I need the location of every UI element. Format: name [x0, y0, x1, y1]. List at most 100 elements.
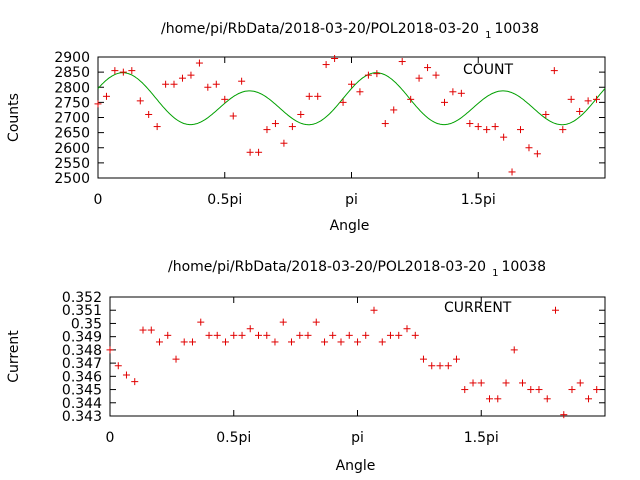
x-tick-label: 0.5pi	[207, 192, 242, 208]
data-point	[322, 61, 330, 69]
data-point	[576, 107, 584, 115]
data-point	[345, 331, 353, 339]
data-point	[415, 74, 423, 82]
data-point	[424, 64, 432, 72]
data-point	[111, 67, 119, 75]
data-point	[576, 379, 584, 387]
data-point	[153, 123, 161, 131]
data-point	[178, 74, 186, 82]
data-point	[314, 92, 322, 100]
data-point	[567, 95, 575, 103]
legend-label: CURRENT	[444, 300, 512, 316]
data-point	[535, 386, 543, 394]
data-point	[312, 318, 320, 326]
data-point	[386, 331, 394, 339]
data-point	[584, 97, 592, 105]
data-point	[542, 110, 550, 118]
y-axis-label: Counts	[6, 93, 22, 142]
y-tick-label: 0.345	[62, 383, 102, 399]
data-point	[440, 98, 448, 106]
data-point	[390, 106, 398, 114]
data-point	[444, 362, 452, 370]
data-point	[364, 71, 372, 79]
y-tick-label: 0.352	[62, 290, 102, 306]
data-point	[466, 120, 474, 128]
data-point	[238, 77, 246, 85]
data-point	[94, 100, 102, 108]
data-point	[348, 80, 356, 88]
x-tick-label: 1.5pi	[464, 430, 499, 446]
data-point	[533, 150, 541, 158]
data-point	[428, 362, 436, 370]
y-tick-label: 0.35	[71, 316, 102, 332]
data-point	[491, 123, 499, 131]
data-point	[568, 386, 576, 394]
y-tick-label: 0.349	[62, 330, 102, 346]
x-tick-label: 1.5pi	[461, 192, 496, 208]
data-point	[517, 126, 524, 134]
data-point	[271, 120, 279, 128]
data-point	[362, 331, 370, 339]
data-point	[304, 331, 312, 339]
y-tick-label: 2500	[54, 171, 90, 187]
data-point	[356, 88, 364, 96]
data-point	[136, 97, 144, 105]
chart-1: /home/pi/RbData/2018-03-20/POL2018-03-20…	[6, 21, 606, 234]
y-tick-label: 2600	[54, 141, 90, 157]
data-point	[238, 331, 246, 339]
data-point	[485, 395, 493, 403]
data-point	[221, 338, 229, 346]
y-tick-label: 0.346	[62, 369, 102, 385]
data-point	[559, 126, 567, 134]
data-point	[221, 95, 229, 103]
y-tick-label: 2800	[54, 80, 90, 96]
data-point	[337, 338, 345, 346]
y-tick-label: 2900	[54, 50, 90, 66]
data-point	[494, 395, 502, 403]
legend-label: COUNT	[463, 62, 514, 78]
y-tick-label: 0.347	[62, 356, 102, 372]
data-point	[297, 110, 305, 118]
data-point	[162, 80, 170, 88]
data-point	[378, 338, 386, 346]
data-point	[403, 325, 411, 333]
data-point	[432, 71, 440, 79]
data-point	[205, 331, 213, 339]
data-point	[550, 67, 558, 75]
data-point	[131, 378, 139, 386]
y-tick-label: 0.351	[62, 303, 102, 319]
x-tick-label: 0.5pi	[216, 430, 251, 446]
data-point	[263, 126, 271, 134]
data-point	[370, 306, 378, 314]
x-axis-label: Angle	[336, 458, 376, 474]
data-point	[280, 139, 288, 147]
data-point	[263, 331, 271, 339]
data-point	[411, 331, 419, 339]
data-point	[381, 120, 389, 128]
data-point	[560, 411, 568, 419]
data-point	[477, 379, 485, 387]
data-point	[469, 379, 477, 387]
data-point	[122, 371, 130, 379]
y-tick-label: 0.348	[62, 343, 102, 359]
data-point	[461, 386, 469, 394]
y-tick-label: 2700	[54, 111, 90, 127]
data-point	[449, 88, 457, 96]
data-point	[288, 338, 296, 346]
data-point	[255, 331, 263, 339]
data-point	[172, 355, 180, 363]
data-point	[407, 95, 415, 103]
data-point	[279, 318, 287, 326]
data-point	[508, 168, 516, 176]
data-point	[436, 362, 444, 370]
data-point	[474, 123, 482, 131]
y-tick-label: 0.343	[62, 409, 102, 425]
data-point	[102, 92, 110, 100]
data-point	[510, 346, 518, 354]
data-point	[246, 148, 254, 156]
data-point	[170, 80, 178, 88]
data-point	[321, 338, 329, 346]
x-tick-label: 0	[106, 430, 115, 446]
fit-line	[97, 72, 606, 126]
